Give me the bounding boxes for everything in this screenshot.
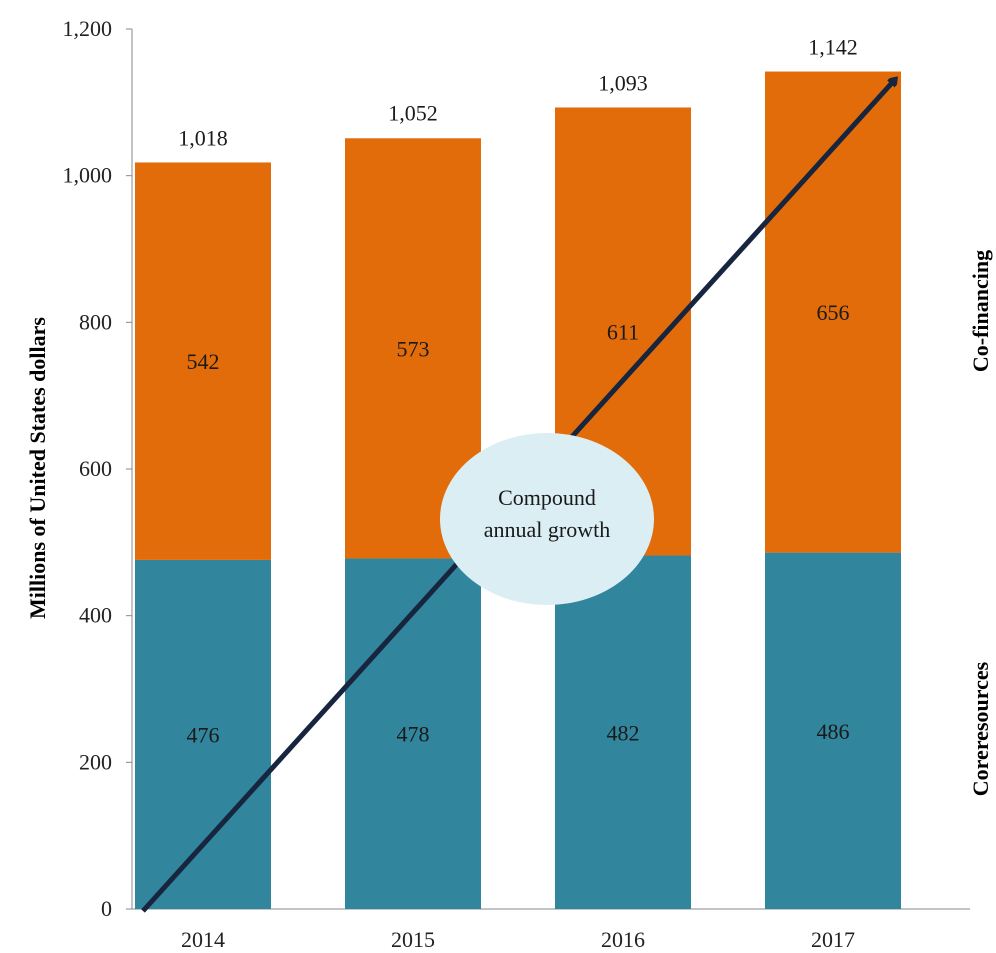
segment-value-label: 573 bbox=[397, 336, 430, 361]
y-tick-label: 800 bbox=[79, 309, 112, 334]
x-tick-label: 2015 bbox=[391, 927, 435, 952]
x-axis: 2014 2015 2016 2017 bbox=[132, 908, 970, 952]
total-value-label: 1,018 bbox=[178, 125, 228, 150]
total-value-label: 1,093 bbox=[598, 70, 648, 95]
x-tick-label: 2014 bbox=[181, 927, 225, 952]
total-value-label: 1,052 bbox=[388, 101, 438, 126]
series-label-co-financing: Co-financing bbox=[968, 250, 993, 372]
y-tick-label: 600 bbox=[79, 456, 112, 481]
x-tick-label: 2016 bbox=[601, 927, 645, 952]
segment-value-label: 542 bbox=[187, 349, 220, 374]
bar-coreresources bbox=[765, 552, 901, 909]
bar-coreresources bbox=[345, 558, 481, 909]
segment-value-label: 656 bbox=[817, 300, 850, 325]
bar-coreresources bbox=[135, 559, 271, 909]
segment-value-label: 476 bbox=[187, 722, 220, 747]
bars bbox=[135, 71, 901, 909]
segment-value-label: 482 bbox=[607, 720, 640, 745]
bubble-text-line-1: Compound bbox=[498, 485, 596, 510]
bubble-text-line-2: annual growth bbox=[484, 517, 610, 542]
growth-bubble bbox=[440, 433, 654, 605]
y-axis: 0 200 400 600 800 1,000 1,200 bbox=[63, 16, 133, 921]
y-tick-label: 200 bbox=[79, 749, 112, 774]
series-label-coreresources: Coreresources bbox=[968, 661, 993, 796]
y-axis-title: Millions of United States dollars bbox=[25, 317, 50, 619]
y-tick-label: 1,000 bbox=[63, 163, 113, 188]
y-tick-label: 1,200 bbox=[63, 16, 113, 41]
total-value-label: 1,142 bbox=[808, 35, 858, 60]
growth-annotation: Compound annual growth bbox=[440, 433, 654, 605]
y-tick-label: 400 bbox=[79, 603, 112, 628]
x-tick-label: 2017 bbox=[811, 927, 855, 952]
bar-coreresources bbox=[555, 555, 691, 909]
segment-value-label: 611 bbox=[607, 320, 639, 345]
segment-value-label: 486 bbox=[817, 719, 850, 744]
y-tick-label: 0 bbox=[101, 896, 112, 921]
segment-value-label: 478 bbox=[397, 722, 430, 747]
bar-co-financing bbox=[135, 162, 271, 560]
data-labels: 476 542 1,018 478 573 1,052 482 611 1,093 486 656 1… bbox=[178, 35, 858, 748]
